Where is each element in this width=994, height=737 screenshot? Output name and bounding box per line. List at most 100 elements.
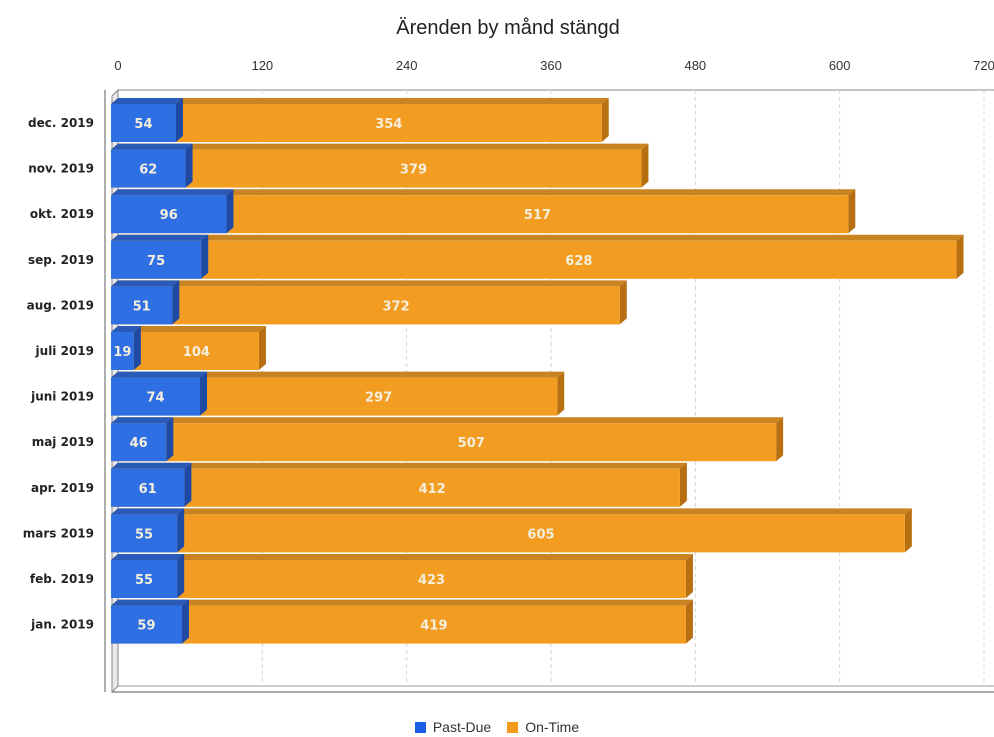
bar-on-time[interactable] (111, 423, 777, 462)
value-label-on-time: 628 (565, 254, 592, 269)
bar-on-time-side (619, 280, 627, 325)
bar-past-due-top (111, 599, 189, 606)
bar-row: 19 104 (111, 326, 266, 370)
bar-on-time-top (111, 280, 627, 287)
bar-past-due[interactable] (111, 104, 176, 142)
bar-row: 96 517 (111, 189, 856, 234)
bar-past-due-top (111, 462, 192, 469)
legend-item-past-due[interactable]: Past-Due (414, 719, 492, 735)
bar-past-due-top (111, 508, 185, 515)
bar-on-time-side (685, 554, 693, 598)
bars: 54 354 62 379 96 517 75 628 51 372 19 104 74 297 46 507… (111, 98, 964, 644)
x-tick-label: 240 (396, 58, 418, 73)
legend-item-on-time[interactable]: On-Time (507, 719, 579, 735)
bar-past-due[interactable] (111, 514, 178, 553)
bar-on-time[interactable] (111, 104, 602, 142)
bar-past-due-side (201, 234, 209, 279)
bar-on-time-top (111, 417, 784, 424)
category-label: nov. 2019 (28, 162, 94, 176)
bar-past-due[interactable] (111, 195, 227, 234)
legend-swatch-on-time (507, 721, 519, 733)
legend-swatch-past-due (414, 721, 426, 733)
bar-past-due-side (175, 98, 183, 142)
bar-past-due[interactable] (111, 560, 178, 598)
bar-past-due[interactable] (111, 332, 134, 370)
bar-on-time[interactable] (111, 560, 686, 598)
value-label-on-time: 507 (458, 436, 485, 451)
category-label: jan. 2019 (30, 618, 94, 632)
bar-past-due-side (133, 326, 141, 370)
bar-on-time[interactable] (111, 149, 642, 188)
value-label-past-due: 75 (147, 254, 165, 269)
bar-on-time-side (601, 98, 609, 142)
value-label-past-due: 61 (139, 482, 157, 497)
x-axis-ticks: 0 120 240 360 480 600 720 (114, 58, 994, 73)
bar-past-due-top (111, 326, 141, 332)
bar-past-due-top (111, 234, 209, 241)
bar-past-due-top (111, 98, 183, 104)
bar-past-due[interactable] (111, 286, 173, 325)
bar-on-time[interactable] (111, 468, 680, 507)
bar-row: 51 372 (111, 280, 627, 325)
bar-past-due[interactable] (111, 605, 182, 644)
x-tick-label: 600 (829, 58, 851, 73)
value-label-on-time: 419 (420, 619, 447, 634)
value-label-on-time: 423 (418, 573, 445, 588)
bar-on-time-top (111, 234, 964, 241)
bar-past-due-top (111, 280, 180, 287)
bar-on-time[interactable] (111, 286, 620, 325)
x-tick-label: 360 (540, 58, 562, 73)
bar-on-time-top (111, 508, 912, 515)
bar-on-time-side (258, 326, 266, 370)
bar-past-due-side (172, 280, 180, 325)
value-label-past-due: 19 (113, 345, 131, 360)
value-label-on-time: 605 (527, 527, 554, 542)
category-label: dec. 2019 (28, 116, 94, 130)
bar-past-due-side (185, 143, 193, 188)
value-label-past-due: 46 (130, 436, 148, 451)
bar-on-time-top (111, 326, 266, 332)
category-label: juni 2019 (30, 390, 94, 404)
bar-on-time[interactable] (111, 605, 686, 644)
bar-past-due-side (177, 554, 185, 598)
bar-row: 55 423 (111, 554, 693, 598)
bar-on-time[interactable] (111, 240, 957, 279)
bar-on-time[interactable] (111, 514, 905, 553)
x-tick-label: 480 (684, 58, 706, 73)
value-label-on-time: 354 (375, 117, 402, 132)
bar-past-due[interactable] (111, 423, 167, 462)
value-label-past-due: 51 (133, 299, 151, 314)
value-label-past-due: 59 (137, 619, 155, 634)
bar-on-time-side (685, 599, 693, 644)
bar-on-time-top (111, 143, 649, 150)
y-axis-categories: dec. 2019 nov. 2019 okt. 2019 sep. 2019 aug.… (23, 116, 94, 632)
bar-on-time-top (111, 371, 565, 378)
category-label: maj 2019 (32, 435, 94, 449)
value-label-on-time: 412 (419, 482, 446, 497)
x-tick-label: 720 (973, 58, 994, 73)
bar-on-time-top (111, 554, 693, 560)
bar-past-due[interactable] (111, 240, 202, 279)
category-label: aug. 2019 (27, 298, 94, 312)
bar-past-due[interactable] (111, 468, 185, 507)
bar-on-time-side (641, 143, 649, 188)
bar-on-time-side (904, 508, 912, 553)
x-tick-label: 0 (114, 58, 121, 73)
legend-label-past-due: Past-Due (432, 719, 492, 735)
bar-past-due[interactable] (111, 377, 201, 416)
bar-past-due-side (184, 462, 192, 507)
value-label-on-time: 517 (524, 208, 551, 223)
bar-past-due-top (111, 189, 234, 196)
value-label-past-due: 54 (134, 117, 152, 132)
bar-on-time-side (679, 462, 687, 507)
value-label-on-time: 372 (382, 299, 409, 314)
legend-label-on-time: On-Time (525, 719, 580, 735)
category-label: okt. 2019 (30, 207, 94, 221)
bar-on-time[interactable] (111, 195, 849, 234)
x-tick-label: 120 (251, 58, 273, 73)
bar-past-due[interactable] (111, 149, 186, 188)
bar-on-time-side (956, 234, 964, 279)
bar-past-due-top (111, 143, 193, 150)
value-label-on-time: 379 (400, 163, 427, 178)
